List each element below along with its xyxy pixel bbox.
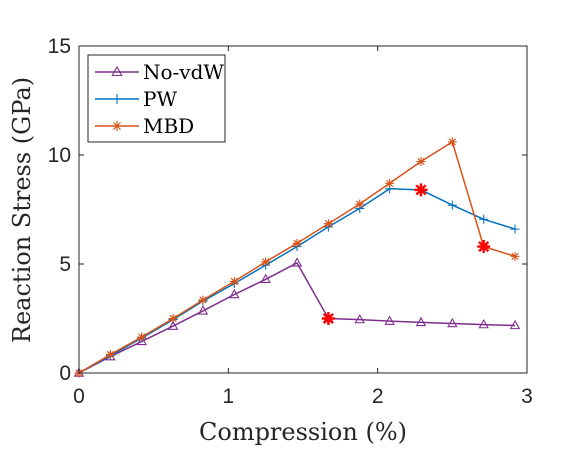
legend-label-pw: PW bbox=[143, 87, 177, 111]
y-axis-label: Reaction Stress (GPa) bbox=[8, 77, 36, 343]
x-tick-label: 0 bbox=[73, 385, 85, 408]
data-point-no-vdw bbox=[509, 319, 521, 330]
data-point-no-vdw bbox=[478, 318, 489, 329]
data-point-no-vdw bbox=[291, 257, 303, 267]
highlight-point bbox=[321, 312, 335, 325]
axes-box bbox=[78, 45, 528, 374]
highlight-point bbox=[477, 240, 491, 254]
data-point-mbd bbox=[510, 251, 520, 261]
y-tick-label: 10 bbox=[48, 144, 71, 167]
data-point-no-vdw bbox=[447, 317, 458, 328]
x-tick-label: 3 bbox=[521, 385, 533, 408]
data-point-mbd bbox=[261, 257, 271, 267]
x-tick-label: 2 bbox=[372, 385, 384, 408]
legend-label-no-vdw: No-vdW bbox=[143, 60, 224, 84]
data-point-no-vdw bbox=[136, 335, 147, 346]
legend: No-vdW PW MBD bbox=[87, 54, 226, 143]
data-point-no-vdw bbox=[197, 305, 209, 315]
data-point-no-vdw bbox=[354, 313, 365, 324]
data-point-no-vdw bbox=[229, 288, 240, 299]
data-point-mbd bbox=[416, 157, 426, 167]
series-line-no-vdw bbox=[78, 262, 516, 374]
legend-label-mbd: MBD bbox=[143, 114, 194, 138]
data-point-mbd bbox=[168, 314, 178, 323]
data-point-mbd bbox=[447, 137, 457, 147]
legend-marker-no-vdw bbox=[111, 65, 123, 77]
data-point-mbd bbox=[385, 178, 395, 188]
data-point-mbd bbox=[198, 295, 208, 305]
data-point-mbd bbox=[323, 219, 333, 229]
data-point-mbd bbox=[105, 349, 115, 359]
y-tick-label: 0 bbox=[59, 362, 71, 385]
series-line-pw bbox=[78, 188, 516, 374]
x-tick-label: 1 bbox=[222, 385, 234, 408]
highlight-point bbox=[414, 183, 428, 197]
data-point-no-vdw bbox=[415, 316, 427, 327]
data-point-no-vdw bbox=[384, 315, 395, 325]
axes: 0 1 2 3 0 5 10 15 bbox=[48, 35, 533, 408]
legend-marker-mbd bbox=[112, 121, 122, 131]
plot-area bbox=[73, 137, 521, 378]
y-tick-label: 5 bbox=[59, 253, 71, 276]
data-point-no-vdw bbox=[167, 320, 179, 330]
data-point-mbd bbox=[137, 332, 147, 342]
data-point-mbd bbox=[355, 199, 365, 209]
legend-marker-pw bbox=[112, 94, 122, 104]
data-point-pw bbox=[447, 200, 457, 210]
y-tick-label: 15 bbox=[48, 35, 71, 58]
data-point-mbd bbox=[292, 238, 302, 248]
data-point-pw bbox=[510, 224, 520, 234]
x-axis-label: Compression (%) bbox=[199, 418, 407, 446]
data-point-no-vdw bbox=[260, 273, 271, 283]
data-point-pw bbox=[479, 214, 489, 224]
data-point-mbd bbox=[229, 276, 239, 286]
